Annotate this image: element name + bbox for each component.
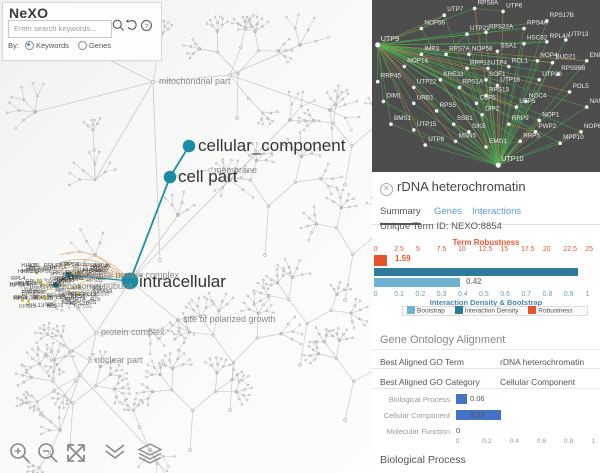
svg-text:RPS1A: RPS1A [462, 78, 483, 85]
svg-text:NOP56: NOP56 [424, 20, 445, 27]
svg-text:RPS5: RPS5 [440, 102, 457, 109]
svg-text:SIK5: SIK5 [472, 123, 486, 130]
svg-text:DIP2: DIP2 [485, 106, 499, 113]
svg-text:BMS1: BMS1 [394, 115, 412, 122]
svg-text:UTP8: UTP8 [428, 136, 445, 143]
svg-text:RPS13: RPS13 [489, 87, 509, 94]
svg-text:SSA1: SSA1 [500, 42, 517, 49]
svg-text:NOP1: NOP1 [542, 111, 560, 118]
svg-text:RRP9: RRP9 [512, 115, 529, 122]
svg-text:UTP7: UTP7 [447, 6, 464, 13]
svg-text:PWP2: PWP2 [538, 123, 556, 130]
svg-text:UTP4: UTP4 [491, 59, 508, 66]
svg-text:RPS7A: RPS7A [449, 45, 470, 52]
svg-text:UTP10: UTP10 [501, 154, 523, 163]
svg-text:RRP5: RRP5 [523, 132, 540, 139]
svg-text:UTP5: UTP5 [519, 98, 536, 105]
svg-text:ENP1: ENP1 [590, 52, 600, 59]
svg-text:NOP6: NOP6 [584, 123, 600, 130]
svg-text:URB1: URB1 [417, 94, 434, 101]
svg-text:RRP45: RRP45 [381, 73, 402, 80]
svg-text:UTP13: UTP13 [569, 31, 589, 38]
svg-text:BUD21: BUD21 [556, 54, 577, 61]
svg-text:DIM1: DIM1 [386, 92, 402, 99]
svg-text:MSN5: MSN5 [459, 132, 477, 139]
svg-text:NOP58: NOP58 [472, 45, 493, 52]
svg-text:RPL4A: RPL4A [550, 33, 571, 40]
svg-text:RPS4A: RPS4A [527, 20, 548, 27]
svg-text:RPS99B: RPS99B [561, 65, 585, 72]
svg-text:CBF5: CBF5 [480, 94, 497, 101]
svg-text:RCL1: RCL1 [512, 58, 529, 65]
svg-text:NOP14: NOP14 [407, 58, 428, 65]
svg-text:RPS8A: RPS8A [478, 0, 499, 6]
svg-text:UTP9: UTP9 [381, 34, 399, 43]
svg-text:UTP20: UTP20 [542, 71, 562, 78]
svg-text:UTP6: UTP6 [506, 2, 523, 9]
svg-text:RRP12: RRP12 [470, 59, 491, 66]
svg-text:IMP3: IMP3 [424, 45, 439, 52]
svg-text:UTP15: UTP15 [417, 121, 437, 128]
svg-text:UTP22: UTP22 [417, 78, 437, 85]
svg-text:SSB1: SSB1 [457, 115, 474, 122]
svg-text:RPS17B: RPS17B [550, 12, 574, 19]
svg-text:MPP10: MPP10 [563, 134, 584, 141]
svg-text:HSC82: HSC82 [527, 35, 548, 42]
svg-text:RPS22A: RPS22A [489, 23, 514, 30]
svg-text:EMG1: EMG1 [489, 138, 507, 145]
svg-text:?: ? [145, 24, 148, 30]
svg-text:NAN1: NAN1 [590, 98, 600, 105]
svg-text:UTP18: UTP18 [500, 77, 520, 84]
svg-text:KRE33: KRE33 [443, 71, 463, 78]
svg-text:POL5: POL5 [573, 83, 590, 90]
